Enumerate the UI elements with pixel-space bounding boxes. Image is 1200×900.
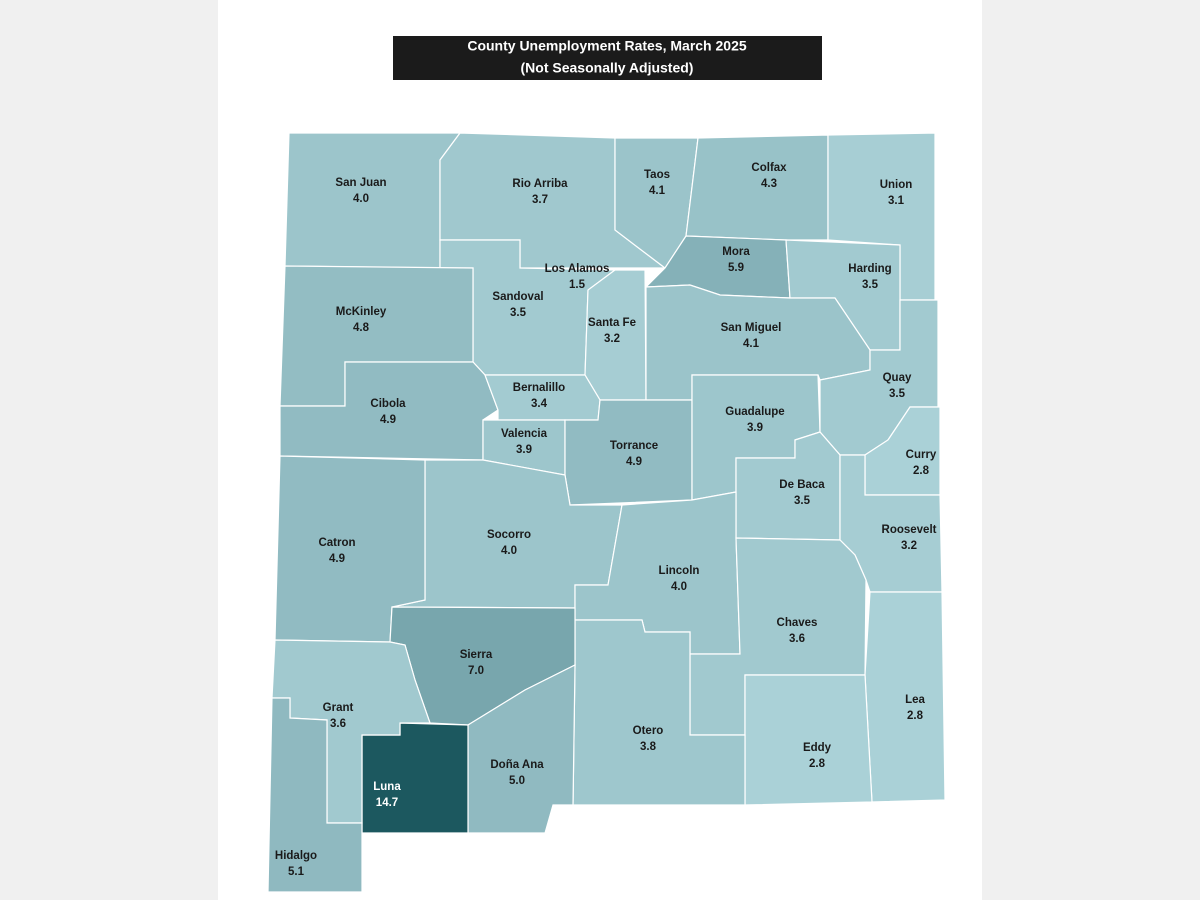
county-rate: 3.9	[747, 422, 763, 434]
county-rate: 4.8	[353, 322, 370, 334]
county-rate: 4.9	[626, 456, 642, 468]
county-name: Lea	[905, 694, 925, 706]
county-name: Curry	[906, 449, 937, 461]
county-rate: 3.9	[516, 444, 532, 456]
county-name: Union	[880, 179, 913, 191]
county-shape	[467, 664, 576, 834]
county-shape	[284, 132, 462, 269]
county-name: Colfax	[751, 162, 787, 174]
county-labels: San Juan 4.0 Rio Arriba 3.7 Taos 4.1 Colfax 4.3…	[275, 162, 937, 878]
county-rate: 5.0	[509, 775, 525, 787]
county-name: Valencia	[501, 428, 548, 440]
county-rate: 3.2	[901, 540, 917, 552]
county-rate: 3.5	[510, 307, 527, 319]
county-shape	[864, 591, 946, 803]
county-name: Catron	[318, 537, 355, 549]
county-rate: 4.1	[649, 185, 666, 197]
county-rate: 3.1	[888, 195, 905, 207]
county-rate: 3.5	[889, 388, 906, 400]
county-name: Roosevelt	[882, 524, 937, 536]
county-shape	[361, 722, 469, 834]
county-rate: 7.0	[468, 665, 484, 677]
county-shape	[267, 697, 363, 893]
county-rate: 3.5	[794, 495, 811, 507]
county-rate: 5.9	[728, 262, 744, 274]
county-name: Chaves	[777, 617, 818, 629]
county-rate: 4.3	[761, 178, 777, 190]
county-name: Quay	[883, 372, 912, 384]
county-rate: 4.1	[743, 338, 760, 350]
county-rate: 3.8	[640, 741, 657, 753]
county-rate: 14.7	[376, 797, 398, 809]
county-name: Rio Arriba	[512, 178, 568, 190]
county-rate: 3.6	[789, 633, 805, 645]
county-rate: 3.7	[532, 194, 548, 206]
title-box	[393, 36, 822, 80]
county-rate: 2.8	[907, 710, 924, 722]
county-name: Taos	[644, 169, 670, 181]
county-name: De Baca	[779, 479, 825, 491]
county-name: Doña Ana	[490, 759, 544, 771]
county-rate: 4.9	[380, 414, 396, 426]
county-name: Torrance	[610, 440, 658, 452]
county-name: San Juan	[335, 177, 386, 189]
county-rate: 3.6	[330, 718, 346, 730]
county-name: Luna	[373, 781, 401, 793]
county-name: Santa Fe	[588, 317, 636, 329]
county-name: Los Alamos	[545, 263, 610, 275]
county-name: Eddy	[803, 742, 832, 754]
county-rate: 5.1	[288, 866, 305, 878]
county-rate: 4.0	[353, 193, 369, 205]
county-rate: 4.9	[329, 553, 345, 565]
county-name: Sandoval	[492, 291, 543, 303]
county-rate: 3.4	[531, 398, 548, 410]
county-name: Otero	[633, 725, 664, 737]
county-rate: 1.5	[569, 279, 586, 291]
county-name: Cibola	[370, 398, 406, 410]
county-name: Guadalupe	[725, 406, 784, 418]
county-name: Grant	[323, 702, 354, 714]
counties	[267, 132, 946, 893]
county-name: Bernalillo	[513, 382, 565, 394]
county-name: Socorro	[487, 529, 531, 541]
county-name: Hidalgo	[275, 850, 317, 862]
county-name: Sierra	[460, 649, 493, 661]
county-rate: 3.5	[862, 279, 879, 291]
county-name: McKinley	[336, 306, 387, 318]
county-rate: 2.8	[809, 758, 826, 770]
county-shape	[744, 674, 873, 806]
county-shape	[685, 134, 829, 241]
county-name: Harding	[848, 263, 891, 275]
county-name: Lincoln	[659, 565, 700, 577]
county-rate: 3.2	[604, 333, 620, 345]
county-rate: 2.8	[913, 465, 930, 477]
map-subtitle: (Not Seasonally Adjusted)	[521, 60, 694, 76]
county-rate: 4.0	[501, 545, 517, 557]
county-name: San Miguel	[721, 322, 782, 334]
map-title: County Unemployment Rates, March 2025	[467, 38, 747, 54]
county-rate: 4.0	[671, 581, 687, 593]
county-name: Mora	[722, 246, 750, 258]
